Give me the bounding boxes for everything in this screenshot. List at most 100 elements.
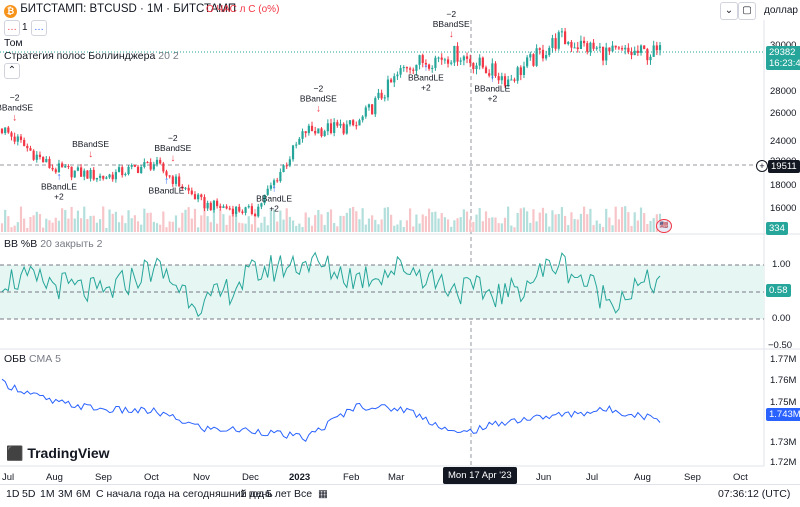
candle-body: [586, 43, 589, 52]
volume-bar: [121, 215, 124, 232]
range-5y[interactable]: 5 лет: [266, 488, 292, 500]
plus-icon[interactable]: +: [756, 160, 768, 172]
volume-bar: [386, 207, 390, 232]
candle-body: [146, 162, 149, 164]
volume-bar: [206, 216, 209, 232]
candle-body: [579, 40, 583, 49]
candle-body: [162, 163, 165, 172]
symbol-title[interactable]: ₿ БИТСТАМП: BTCUSD · 1M · БИТСТАМП: [4, 3, 236, 18]
volume-bar: [601, 227, 605, 232]
candle-body: [152, 164, 155, 170]
candle-body: [317, 128, 320, 134]
range-6m[interactable]: 6M: [76, 488, 91, 500]
x-tick: Jul: [586, 472, 599, 483]
range-3m[interactable]: 3M: [58, 488, 73, 500]
more-icon[interactable]: …: [4, 20, 20, 36]
volume-bar: [263, 216, 266, 232]
candle-body: [291, 145, 295, 160]
volume-bar: [114, 211, 117, 232]
volume-bar: [526, 211, 529, 232]
volume-bar: [16, 222, 19, 232]
volume-bar: [298, 223, 301, 232]
volume-bar: [61, 208, 64, 232]
volume-bar: [314, 215, 317, 232]
volume-bar: [51, 222, 54, 232]
volume-legend[interactable]: Том: [4, 37, 23, 49]
volume-bar: [633, 212, 636, 232]
flag-icon[interactable]: 🇺🇸: [656, 219, 672, 233]
obv-tick: 1.75M: [770, 397, 797, 408]
bb-legend[interactable]: BB %B 20 закрыть 2: [4, 238, 102, 250]
candle-body: [231, 208, 235, 214]
range-1y[interactable]: 1 год: [240, 488, 265, 500]
volume-bars: [0, 206, 662, 232]
candle-body: [519, 67, 522, 75]
volume-bar: [19, 206, 23, 232]
volume-bar: [10, 227, 13, 232]
candle-body: [111, 174, 114, 180]
collapse-icon[interactable]: ⌃: [4, 63, 20, 79]
candle-body: [86, 170, 89, 179]
obv-last-tag: 1.743M: [766, 408, 800, 421]
candle-body: [168, 175, 171, 177]
volume-bar: [38, 214, 42, 232]
volume-bar: [424, 216, 428, 232]
volume-bar: [269, 210, 272, 232]
volume-bar: [155, 223, 159, 232]
volume-bar: [225, 224, 228, 232]
range-1m[interactable]: 1M: [40, 488, 55, 500]
candle-body: [83, 170, 86, 177]
candle-body: [209, 202, 212, 210]
candle-body: [399, 68, 402, 75]
maximize-icon[interactable]: ▢: [738, 2, 756, 20]
signal-arrow: ↓: [12, 112, 17, 123]
signal-label: BBandSE: [0, 102, 33, 112]
candle-body: [405, 67, 409, 69]
obv-tick: 1.76M: [770, 375, 797, 386]
obv-legend[interactable]: ОБВ СМА 5: [4, 353, 61, 365]
candle-body: [326, 123, 329, 132]
volume-bar: [203, 209, 206, 232]
volume-bar: [494, 217, 497, 232]
volume-bar: [57, 220, 61, 232]
candle-body: [42, 156, 45, 163]
volume-bar: [345, 212, 348, 232]
volume-bar: [146, 213, 149, 232]
range-5d[interactable]: 5D: [22, 488, 36, 500]
crosshair-date: Mon 17 Apr '23: [443, 467, 517, 484]
candle-body: [554, 38, 557, 49]
candle-body: [216, 200, 219, 207]
range-all[interactable]: Все: [294, 488, 313, 500]
chart-canvas[interactable]: ↓BBandSE−2↑BBandLE+2↓BBandSE↓BBandSE−2↑B…: [0, 0, 800, 484]
candle-body: [424, 62, 428, 65]
candle-body: [608, 47, 611, 52]
candle-body: [364, 107, 367, 117]
candle-body: [573, 47, 576, 49]
volume-bar: [247, 216, 250, 232]
candle-body: [272, 180, 276, 186]
tradingview-logo[interactable]: ⬛ TradingView: [6, 445, 110, 462]
chevron-down-icon[interactable]: ⌄: [720, 2, 738, 20]
candle-body: [263, 194, 266, 204]
range-ytd[interactable]: С начала года на сегодняшний день: [96, 488, 273, 500]
currency-label[interactable]: доллар США: [764, 5, 800, 16]
range-1d[interactable]: 1D: [6, 488, 20, 500]
candle-body: [639, 45, 643, 53]
candle-body: [238, 206, 241, 212]
signal-label: BBandLE: [149, 186, 185, 196]
countdown: 16:23:43: [769, 58, 800, 69]
volume-bar: [238, 222, 241, 232]
more-icon-2[interactable]: …: [31, 20, 47, 36]
x-tick: 2023: [289, 472, 311, 483]
candle-body: [348, 120, 352, 125]
candle-body: [61, 163, 64, 168]
volume-bar: [98, 219, 102, 232]
signal-label: BBandSE: [154, 143, 191, 153]
volume-bar: [396, 224, 399, 232]
signal-label: BBandSE: [433, 19, 470, 29]
strategy-legend[interactable]: Стратегия полос Боллинджера 20 2: [4, 50, 179, 62]
volume-bar: [500, 223, 503, 232]
calendar-icon[interactable]: ▦: [318, 488, 328, 500]
obv-line: [1, 378, 661, 442]
symbol-text: БИТСТАМП: BTCUSD · 1M · БИТСТАМП: [20, 3, 237, 15]
